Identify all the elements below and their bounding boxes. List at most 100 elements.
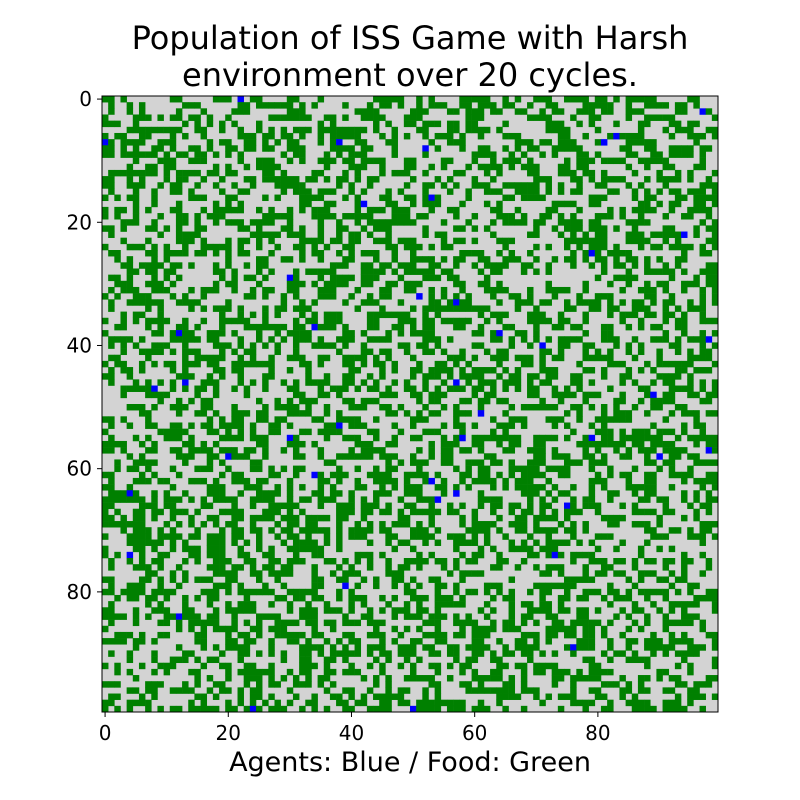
food-cell	[354, 305, 362, 312]
food-cell	[329, 428, 337, 436]
food-cell	[471, 619, 479, 627]
food-cell	[644, 96, 651, 103]
food-cell	[594, 293, 602, 300]
food-cell	[292, 176, 300, 183]
food-cell	[551, 465, 559, 473]
food-cell	[151, 668, 158, 676]
food-cell	[256, 465, 263, 473]
food-cell	[459, 539, 466, 546]
food-cell	[397, 206, 405, 214]
food-cell	[256, 477, 263, 485]
food-cell	[594, 225, 602, 232]
food-cell	[219, 490, 226, 497]
food-cell	[329, 650, 337, 657]
food-cell	[391, 582, 398, 590]
food-cell	[637, 237, 645, 245]
food-cell	[545, 514, 552, 522]
food-cell	[225, 496, 232, 503]
food-cell	[114, 256, 121, 263]
food-cell	[687, 360, 694, 368]
food-cell	[477, 644, 485, 651]
food-cell	[434, 687, 442, 694]
food-cell	[194, 681, 201, 688]
food-cell	[564, 434, 571, 442]
food-cell	[379, 404, 386, 411]
food-cell	[644, 490, 651, 497]
food-cell	[650, 533, 657, 540]
food-cell	[379, 305, 386, 312]
food-cell	[711, 447, 719, 454]
food-cell	[175, 299, 183, 306]
food-cell	[108, 514, 115, 522]
food-cell	[416, 582, 423, 590]
food-cell	[219, 687, 226, 694]
food-cell	[644, 145, 651, 152]
food-cell	[348, 373, 355, 380]
food-cell	[126, 539, 134, 546]
food-cell	[650, 206, 657, 214]
food-cell	[200, 293, 208, 300]
food-cell	[145, 570, 152, 577]
food-cell	[151, 440, 158, 448]
food-cell	[668, 225, 676, 232]
food-cell	[169, 157, 177, 165]
food-cell	[132, 157, 140, 165]
food-cell	[114, 496, 121, 503]
food-cell	[323, 705, 331, 713]
food-cell	[323, 373, 331, 380]
food-cell	[533, 391, 540, 399]
food-cell	[182, 687, 189, 694]
food-cell	[397, 508, 405, 516]
food-cell	[219, 120, 226, 128]
food-cell	[625, 453, 633, 460]
food-cell	[311, 440, 318, 448]
food-cell	[564, 305, 571, 312]
food-cell	[440, 447, 448, 454]
food-cell	[545, 502, 552, 510]
food-cell	[385, 502, 392, 510]
food-cell	[551, 404, 559, 411]
food-cell	[446, 459, 454, 466]
food-cell	[403, 699, 411, 707]
food-cell	[576, 638, 583, 645]
food-cell	[693, 644, 700, 651]
food-cell	[644, 268, 651, 275]
food-cell	[354, 650, 362, 657]
food-cell	[527, 157, 534, 165]
food-cell	[126, 108, 134, 115]
food-cell	[422, 305, 429, 312]
food-cell	[459, 317, 466, 325]
food-cell	[681, 631, 688, 639]
food-cell	[656, 668, 663, 676]
food-cell	[231, 453, 238, 460]
food-cell	[545, 601, 552, 608]
food-cell	[212, 379, 220, 386]
food-cell	[373, 323, 380, 331]
food-cell	[360, 188, 368, 195]
food-cell	[607, 299, 614, 306]
food-cell	[249, 527, 257, 534]
food-cell	[403, 268, 411, 275]
food-cell	[206, 656, 214, 664]
food-cell	[705, 521, 713, 528]
food-cell	[114, 662, 121, 670]
food-cell	[459, 132, 466, 140]
food-cell	[206, 336, 214, 343]
food-cell	[243, 558, 251, 565]
food-cell	[631, 705, 639, 713]
food-cell	[416, 484, 423, 491]
food-cell	[182, 336, 189, 343]
food-cell	[366, 299, 374, 306]
food-cell	[637, 551, 645, 559]
food-cell	[687, 336, 694, 343]
food-cell	[102, 699, 109, 707]
food-cell	[385, 348, 392, 356]
food-cell	[311, 693, 318, 700]
food-cell	[459, 348, 466, 356]
food-cell	[422, 317, 429, 325]
food-cell	[157, 477, 164, 485]
food-cell	[687, 348, 694, 356]
food-cell	[693, 508, 700, 516]
food-cell	[446, 367, 454, 374]
food-cell	[490, 176, 497, 183]
